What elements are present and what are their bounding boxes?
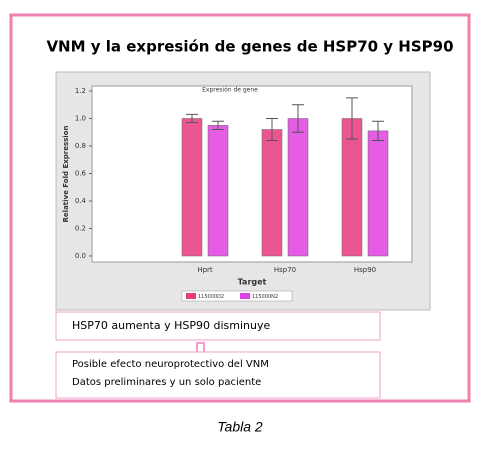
y-tick-label: 0.4 — [75, 197, 87, 205]
slide-title: VNM y la expresión de genes de HSP70 y H… — [46, 38, 453, 56]
y-axis-label: Relative Fold Expression — [62, 126, 70, 223]
y-tick-label: 0.6 — [75, 170, 87, 178]
error-bar — [266, 118, 278, 141]
legend-swatch — [186, 293, 196, 299]
legend-box — [181, 290, 293, 302]
chart-title: Expresión de gene — [202, 87, 258, 94]
connector — [196, 342, 205, 352]
legend-swatch — [240, 293, 250, 299]
bar — [367, 130, 389, 257]
conclusion: Posible efecto neuroprotectivo del VNM — [72, 359, 269, 370]
x-tick-label: Hprt — [197, 266, 213, 274]
error-bar — [292, 104, 304, 133]
legend-label: 115000D2 — [198, 294, 224, 300]
x-tick-label: Hsp70 — [274, 266, 296, 274]
y-tick-label: 0.2 — [75, 225, 86, 233]
bar — [207, 125, 229, 257]
legend-label: 115000N2 — [252, 294, 278, 300]
x-axis-label: Target — [238, 278, 267, 287]
error-bar — [346, 97, 358, 140]
y-tick-label: 1.0 — [75, 115, 86, 123]
conclusion-box — [55, 351, 381, 399]
bar — [287, 118, 309, 257]
y-tick-label: 0.0 — [75, 252, 86, 260]
y-tick-label: 0.8 — [75, 142, 86, 150]
note: HSP70 aumenta y HSP90 disminuye — [72, 319, 270, 332]
caption: Tabla 2 — [217, 419, 263, 435]
error-bar — [186, 113, 198, 124]
error-bar — [372, 120, 384, 141]
y-tick-label: 1.2 — [75, 87, 86, 95]
x-tick-label: Hsp90 — [354, 266, 376, 274]
plot-area — [91, 85, 413, 263]
bar — [261, 129, 283, 257]
conclusion: Datos preliminares y un solo paciente — [72, 377, 261, 388]
error-bar — [212, 120, 224, 130]
bar — [181, 118, 203, 257]
note-box — [55, 311, 381, 341]
